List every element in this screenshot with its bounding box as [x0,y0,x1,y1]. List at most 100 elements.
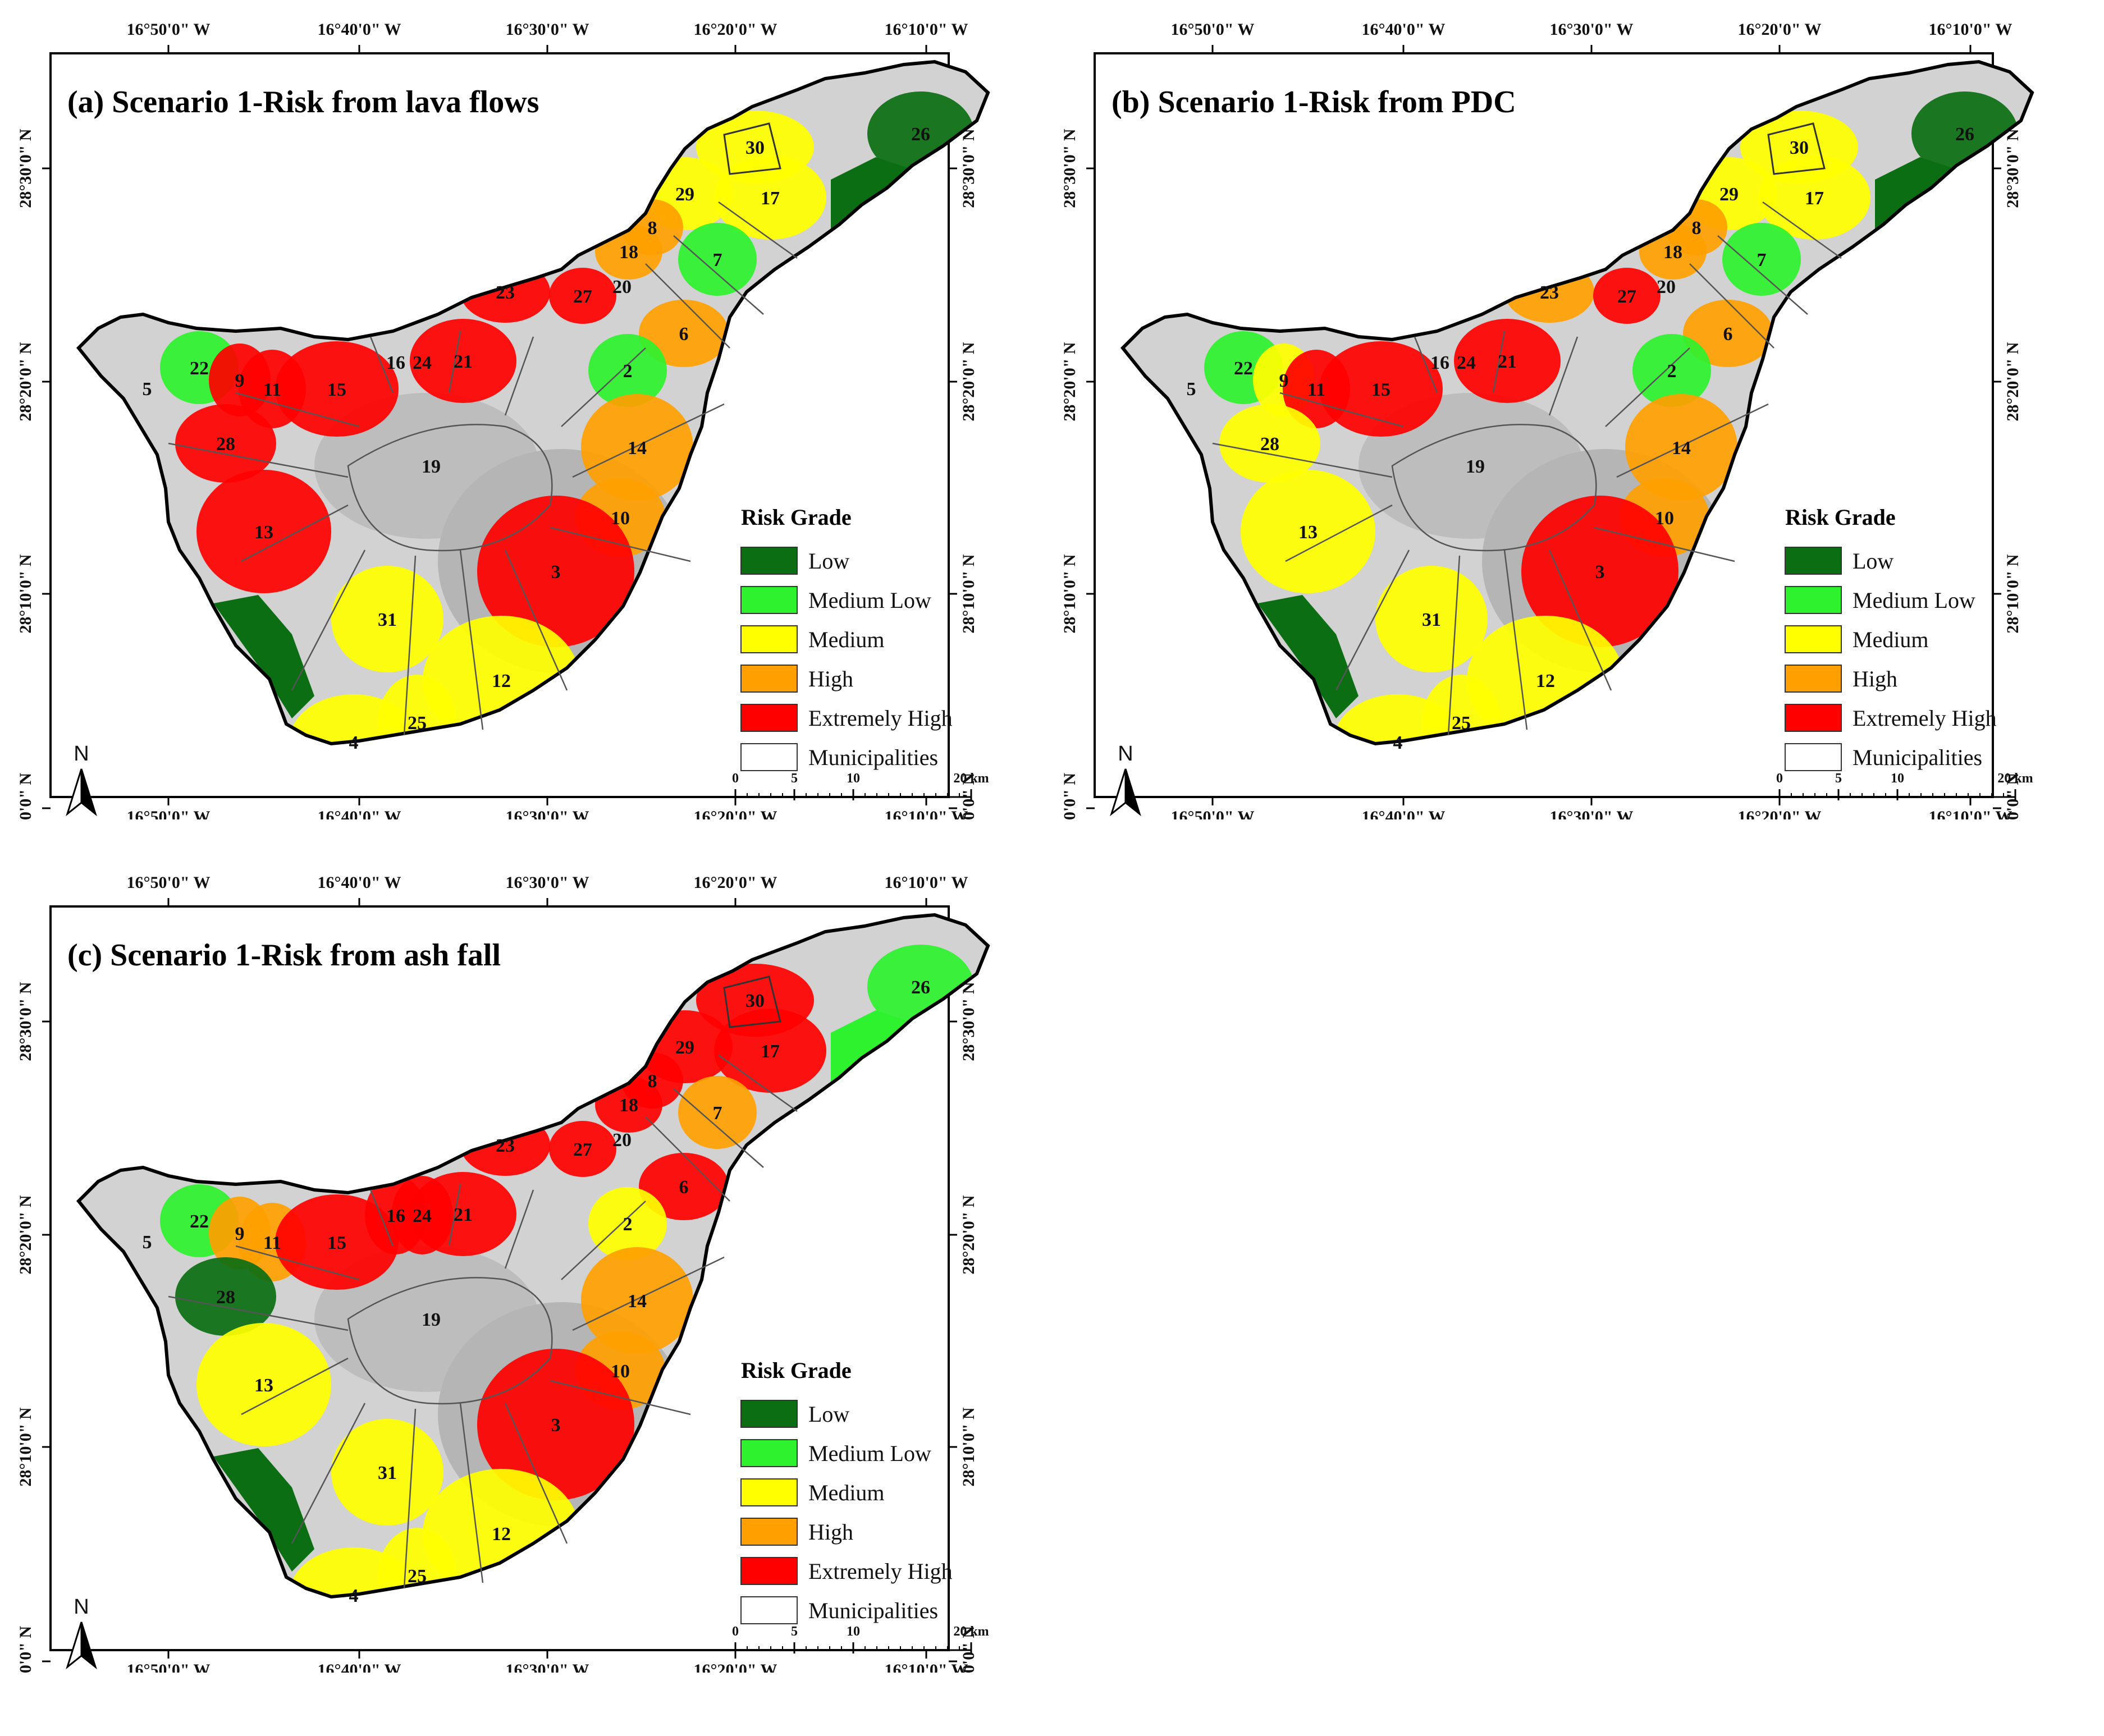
municipality-boundary [1594,526,1735,562]
lat-label-left: 28°0'0" N [1060,773,1079,819]
municipality-number-18: 18 [619,242,638,263]
risk-zone-21 [410,319,516,403]
municipality-number-17: 17 [761,1041,780,1062]
municipality-boundary [572,403,725,478]
legend-label-1: Medium Low [1853,588,1975,613]
risk-zone-28 [1219,404,1320,483]
municipality-boundary [241,504,349,562]
legend-label-1: Medium Low [808,1441,931,1466]
lat-label-right: 28°10'0" N [959,554,978,633]
municipality-boundary [291,1403,366,1544]
lat-label-right: 28°0'0" N [959,1626,978,1673]
municipality-number-5: 5 [1187,379,1196,400]
municipality-number-23: 23 [496,282,515,303]
caldera-boundary [347,424,553,552]
lon-label-bottom: 16°20'0" W [694,1661,777,1673]
municipality-boundary [673,1088,764,1168]
lat-label-right: 28°10'0" N [2004,554,2022,633]
legend-swatch-3 [740,665,798,693]
municipality-number-24: 24 [413,352,432,373]
lat-label-right: 28°0'0" N [959,773,978,819]
risk-zone-31 [331,566,443,672]
lat-label-left: 28°30'0" N [16,982,35,1061]
municipality-boundary [673,235,764,315]
risk-zone-13 [196,1323,331,1446]
lat-label-right: 28°10'0" N [959,1407,978,1486]
north-arrow: N [1110,742,1141,817]
municipality-number-7: 7 [713,250,722,271]
scale-label: 0 [732,1624,739,1639]
legend-swatch-4 [1785,704,1842,732]
municipality-number-3: 3 [551,1415,561,1436]
legend-label-2: Medium [1853,627,1929,652]
legend-swatch-0 [740,547,798,575]
municipality-boundary [718,1054,798,1112]
legend-label-5: Municipalities [808,745,938,770]
municipality-number-24: 24 [413,1206,432,1226]
scale-bar: 0 5 10 20 km [732,771,989,800]
risk-zone-14 [1625,394,1737,501]
scale-bar: 0 5 10 20 km [1776,771,2033,800]
risk-zone-15 [1319,341,1443,437]
lat-label-left: 28°30'0" N [1060,129,1079,208]
municipality-number-14: 14 [628,1291,647,1312]
risk-zone-27 [1593,268,1661,324]
lat-label-left: 28°30'0" N [16,129,35,208]
risk-zone-31 [331,1419,443,1526]
municipality-number-20: 20 [612,277,632,297]
lon-label-bottom: 16°50'0" W [127,1661,211,1673]
municipality-number-12: 12 [492,671,511,691]
legend-label-5: Municipalities [1853,745,1982,770]
legend-label-2: Medium [808,627,885,652]
municipality-number-6: 6 [1723,324,1733,345]
panel-title: (c) Scenario 1-Risk from ash fall [67,938,501,973]
risk-zone-14 [581,1247,693,1354]
legend-swatch-0 [740,1400,798,1428]
scale-label: 5 [1835,771,1842,786]
legend: Risk Grade Low Medium Low Medium High Extreme… [740,505,953,771]
municipality-number-7: 7 [713,1103,722,1124]
lon-label-top: 16°10'0" W [1929,20,2012,39]
municipality-number-13: 13 [254,1375,273,1396]
municipality-number-10: 10 [611,1361,630,1382]
coastline [1120,59,2034,746]
municipality-boundary [504,549,568,691]
municipality-number-19: 19 [1466,456,1485,477]
municipality-number-26: 26 [911,124,930,145]
legend-label-5: Municipalities [808,1598,938,1623]
risk-zone-2 [588,334,667,407]
legend-label-3: High [1853,666,1897,691]
risk-zone-7 [1722,223,1801,296]
risk-zone-28 [175,1257,276,1336]
lat-label-left: 28°20'0" N [16,342,35,421]
municipality-number-4: 4 [349,1586,359,1606]
lon-label-top: 16°20'0" W [694,873,777,892]
lon-label-bottom: 16°30'0" W [506,1661,589,1673]
municipality-number-15: 15 [327,379,346,400]
municipality-number-29: 29 [675,1037,694,1058]
municipality-number-31: 31 [378,610,397,630]
lon-label-bottom: 16°50'0" W [127,808,211,819]
municipality-number-21: 21 [454,1204,473,1225]
risk-zone-13 [196,470,331,593]
municipality-number-20: 20 [1657,277,1676,297]
lon-label-bottom: 16°30'0" W [506,808,589,819]
municipality-boundary [403,1408,417,1589]
municipality-number-17: 17 [1805,188,1824,209]
municipality-number-28: 28 [1260,434,1279,455]
municipality-number-22: 22 [190,1211,209,1232]
municipality-boundary [168,442,349,478]
municipality-number-5: 5 [143,1232,152,1253]
caldera-boundary [347,1277,553,1405]
risk-zone-southwest-coast [1257,595,1359,718]
municipality-number-25: 25 [1452,713,1471,734]
risk-zone-2 [588,1187,667,1260]
municipality-number-31: 31 [1422,610,1441,630]
panel-c: 30 26 29 17 8 18 7 23 20 27 6 2 22 9 11 15 16 24 21 5 28 14 19… [0,853,1010,1673]
municipality-number-26: 26 [911,977,930,998]
legend-swatch-2 [740,1478,798,1506]
lon-label-bottom: 16°10'0" W [885,808,968,819]
lon-label-top: 16°40'0" W [318,20,401,39]
municipality-number-30: 30 [745,991,765,1011]
municipality-boundary [504,1189,534,1269]
